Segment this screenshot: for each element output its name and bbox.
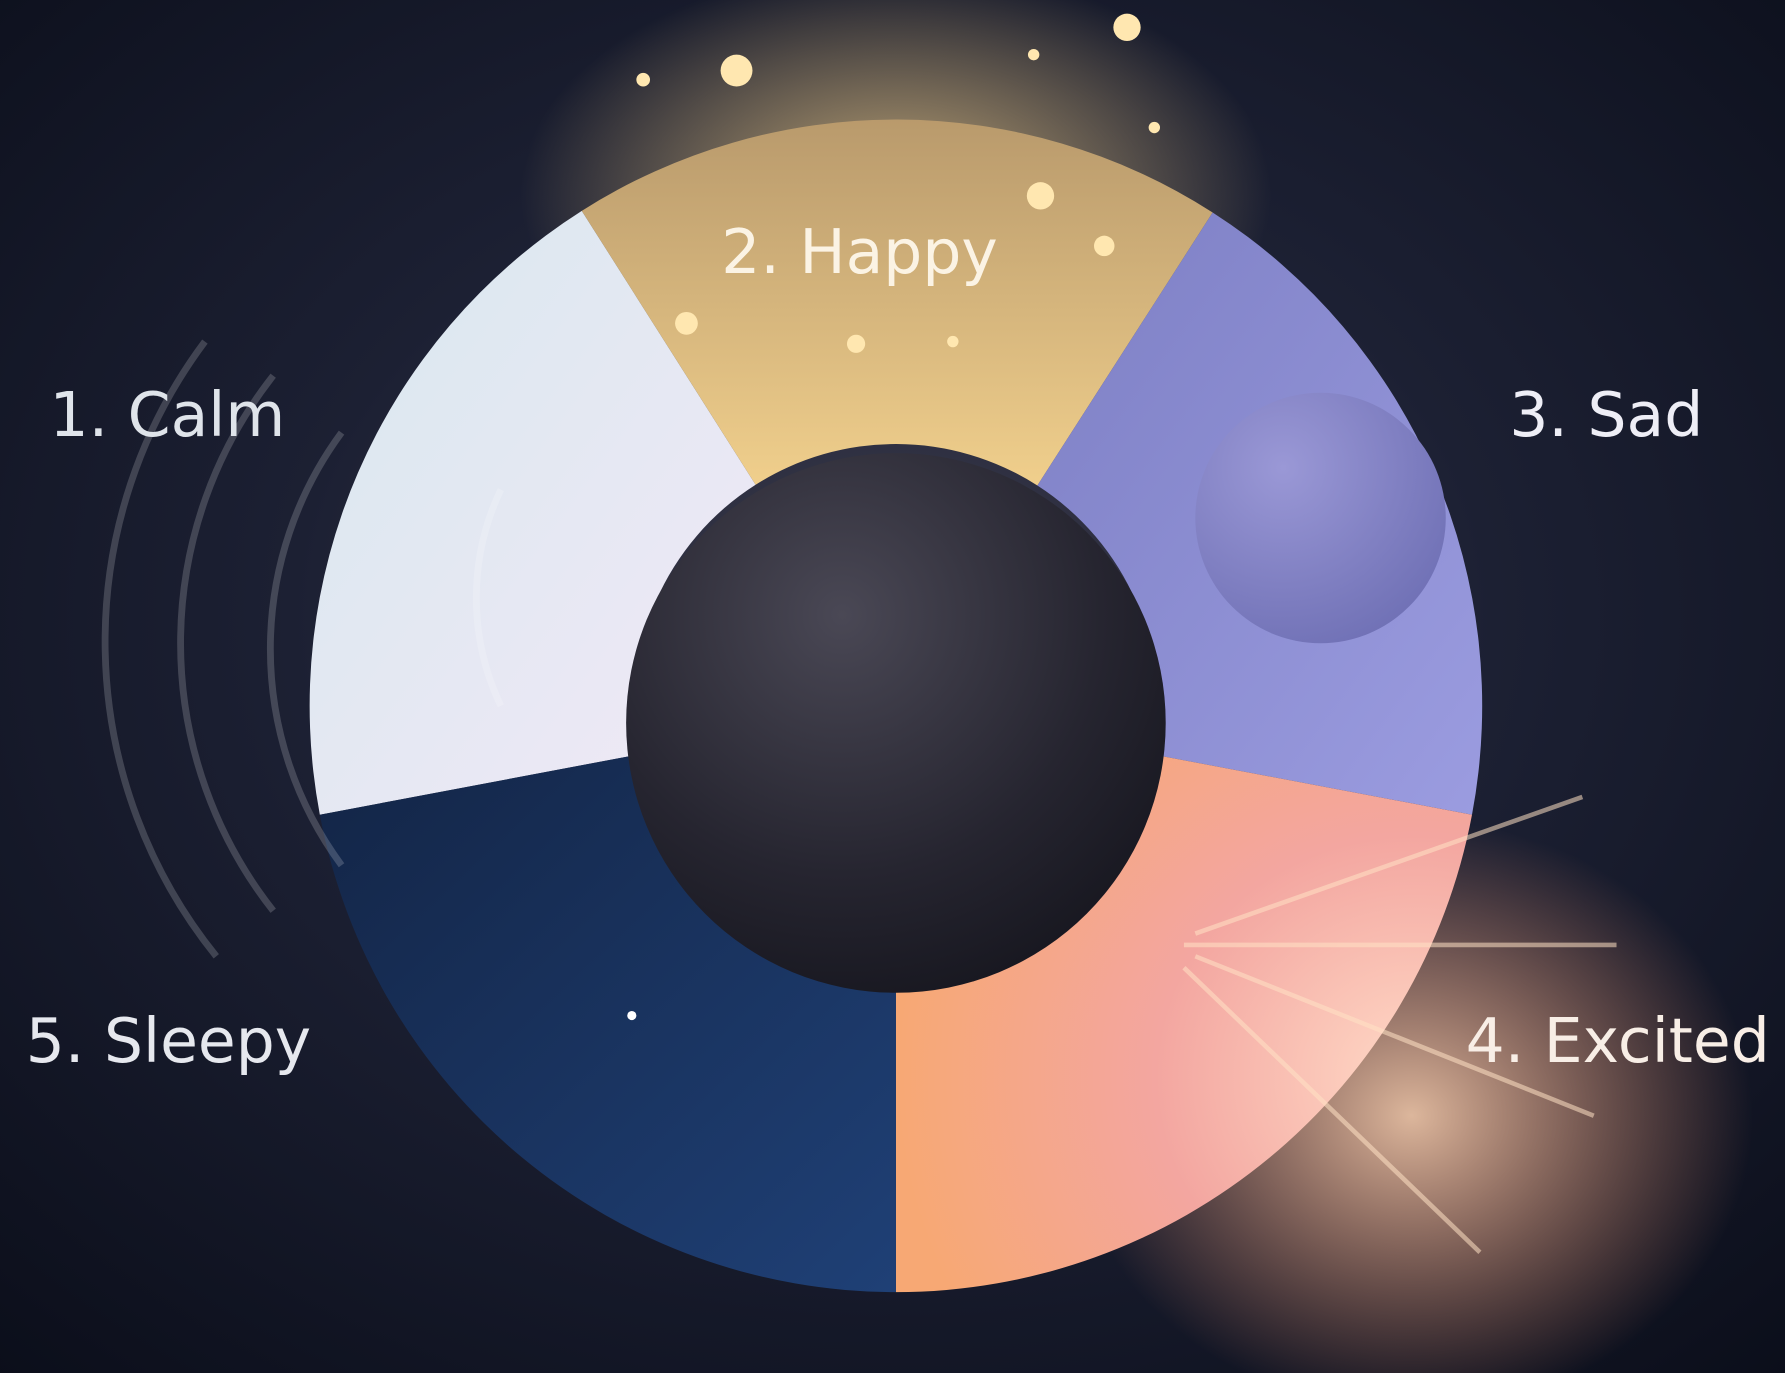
sparkle <box>1028 49 1039 60</box>
option-label[interactable]: 3. Sad <box>1509 380 1703 451</box>
sad-moon <box>1195 393 1445 643</box>
option-label[interactable]: 4. Excited <box>1466 1006 1770 1077</box>
center-orb <box>626 453 1166 993</box>
sparkle <box>721 55 753 87</box>
sparkle <box>1113 14 1140 41</box>
option-label[interactable]: 5. Sleepy <box>26 1006 311 1077</box>
page: 1. Calm 2. Happy 3. Sad 4. Excited 5. Sl… <box>0 0 1785 1373</box>
sparkle <box>636 73 650 87</box>
option-label[interactable]: 2. Happy <box>721 217 997 288</box>
sparkle <box>947 336 958 347</box>
sparkle <box>1149 122 1160 133</box>
sparkle <box>1027 182 1054 209</box>
sparkle <box>847 335 865 353</box>
sleepy-star <box>627 1011 636 1020</box>
option-label[interactable]: 1. Calm <box>49 380 285 451</box>
sparkle <box>1094 236 1114 256</box>
sparkle <box>675 312 698 335</box>
mood-wheel: 1. Calm 2. Happy 3. Sad 4. Excited 5. Sl… <box>0 0 1785 1373</box>
